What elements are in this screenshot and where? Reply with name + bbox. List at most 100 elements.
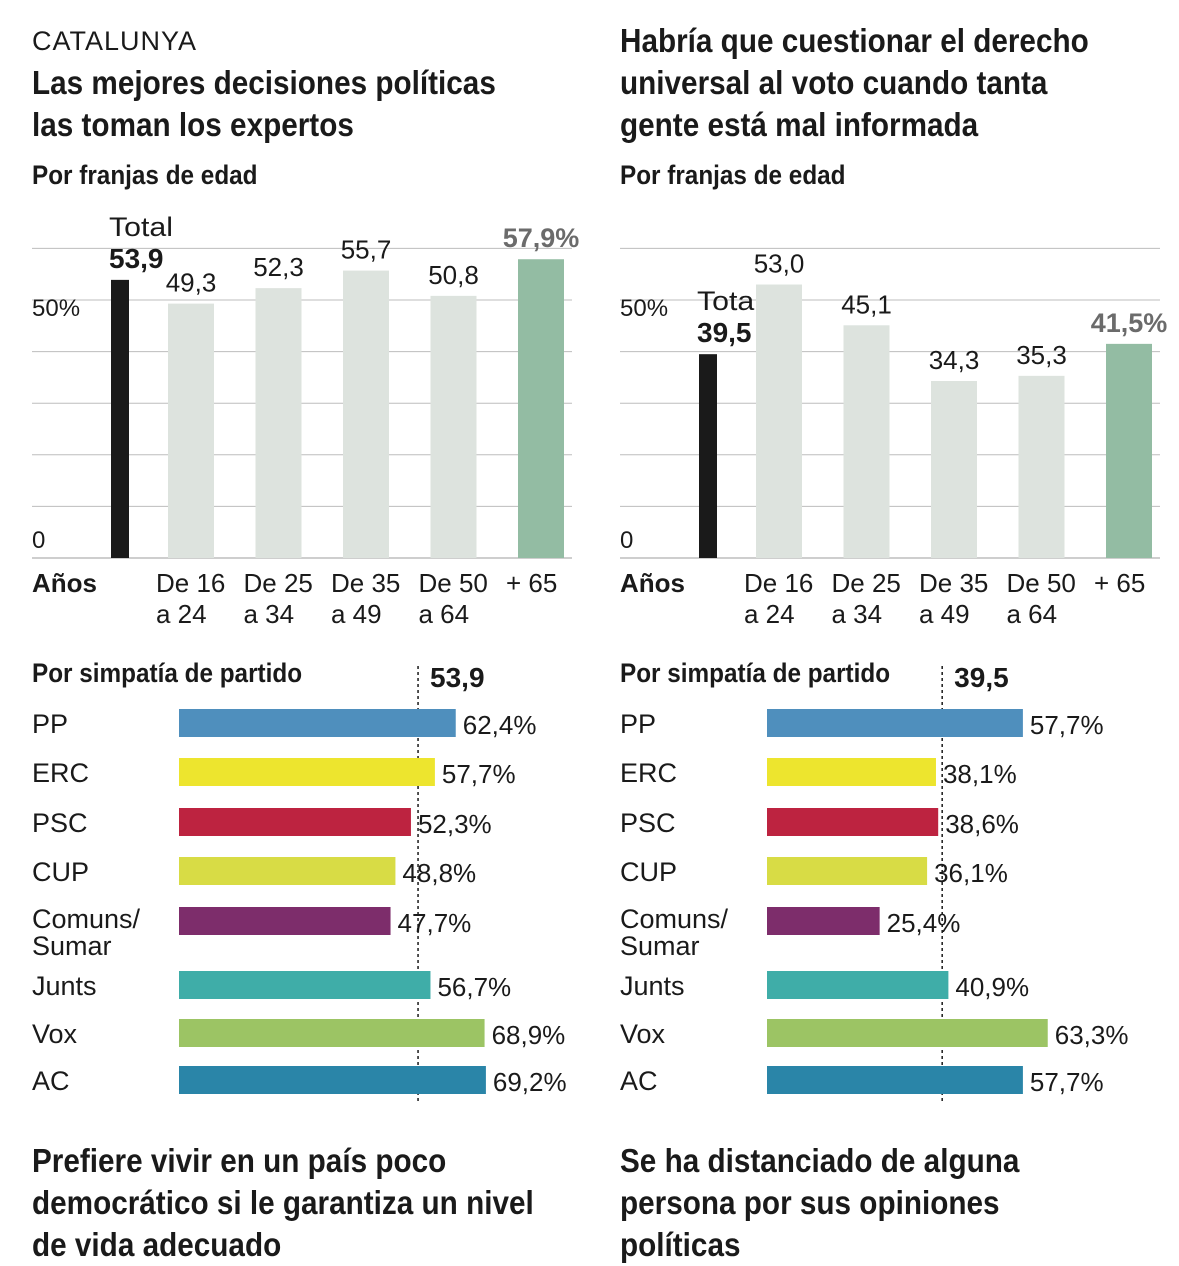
age-bar bbox=[931, 381, 977, 558]
x-tick-label: a 49 bbox=[331, 599, 382, 629]
value-label: 52,3 bbox=[253, 252, 304, 282]
x-tick-label: De 16 bbox=[744, 568, 813, 598]
value-label: 35,3 bbox=[1016, 340, 1067, 370]
reference-label: 39,5 bbox=[954, 662, 1009, 693]
x-tick-label: + 65 bbox=[506, 568, 557, 598]
x-tick-label: a 64 bbox=[1007, 599, 1058, 629]
party-bar bbox=[767, 1066, 1023, 1094]
value-label: 38,6% bbox=[945, 809, 1019, 839]
x-tick-label: De 35 bbox=[331, 568, 400, 598]
next-chart-title: Se ha distanciado de alguna persona por … bbox=[620, 1142, 1020, 1263]
party-bar bbox=[767, 971, 949, 999]
party-label: PP bbox=[620, 709, 656, 739]
x-tick-label: + 65 bbox=[1094, 568, 1145, 598]
age-bar bbox=[168, 303, 214, 558]
kicker: CATALUNYA bbox=[32, 26, 198, 56]
party-label: AC bbox=[620, 1066, 658, 1096]
value-label: 57,9% bbox=[503, 223, 580, 253]
age-bar bbox=[518, 259, 564, 558]
total-label: Total bbox=[109, 212, 173, 242]
party-label: Vox bbox=[620, 1019, 666, 1049]
age-bar bbox=[255, 288, 302, 558]
x-tick-label: De 16 bbox=[156, 568, 225, 598]
total-label: Total bbox=[697, 286, 761, 316]
party-bar bbox=[179, 971, 431, 999]
x-tick-label: a 24 bbox=[744, 599, 795, 629]
x-tick-label: a 49 bbox=[919, 599, 970, 629]
party-bar-chart: 53,9 PP 62,4% ERC 57,7% PSC 52,3% CUP 48,8% Comun… bbox=[32, 662, 567, 1102]
party-subtitle: Por simpatía de partido bbox=[32, 658, 303, 688]
party-label: ERC bbox=[620, 758, 677, 788]
value-label: 62,4% bbox=[463, 710, 537, 740]
x-tick-label: a 64 bbox=[419, 599, 470, 629]
party-bar bbox=[179, 907, 391, 935]
x-tick-label: a 24 bbox=[156, 599, 207, 629]
total-bar bbox=[699, 354, 717, 558]
total-value: 39,5 bbox=[697, 317, 752, 348]
value-label: 52,3% bbox=[418, 809, 492, 839]
party-bar bbox=[179, 758, 435, 786]
party-label: PSC bbox=[620, 808, 676, 838]
party-subtitle: Por simpatía de partido bbox=[620, 658, 891, 688]
party-bar bbox=[179, 808, 411, 836]
x-tick-label: De 25 bbox=[244, 568, 313, 598]
x-axis-label: Años bbox=[32, 568, 97, 598]
value-label: 47,7% bbox=[398, 908, 472, 938]
y-tick-label: 0 bbox=[32, 527, 45, 554]
value-label: 45,1 bbox=[841, 289, 892, 319]
party-bar bbox=[767, 758, 936, 786]
party-bar bbox=[179, 857, 396, 885]
age-bar bbox=[1018, 375, 1065, 558]
party-bar bbox=[179, 1066, 486, 1094]
party-bar bbox=[179, 1019, 485, 1047]
party-label: Sumar bbox=[620, 931, 700, 961]
party-bar bbox=[767, 907, 880, 935]
x-tick-label: De 50 bbox=[1007, 568, 1076, 598]
chart-title: Habría que cuestionar el derecho univers… bbox=[620, 22, 1089, 143]
value-label: 63,3% bbox=[1055, 1020, 1129, 1050]
party-label: PSC bbox=[32, 808, 88, 838]
party-label: AC bbox=[32, 1066, 70, 1096]
party-label: Junts bbox=[620, 971, 685, 1001]
party-label: CUP bbox=[620, 857, 677, 887]
value-label: 53,0 bbox=[754, 249, 805, 279]
value-label: 41,5% bbox=[1091, 308, 1168, 338]
y-tick-label: 50% bbox=[620, 295, 668, 322]
value-label: 57,7% bbox=[442, 759, 516, 789]
age-bar bbox=[430, 295, 477, 558]
age-bar bbox=[756, 284, 802, 558]
value-label: 34,3 bbox=[929, 345, 980, 375]
value-label: 68,9% bbox=[492, 1020, 566, 1050]
age-bar bbox=[843, 325, 890, 558]
value-label: 57,7% bbox=[1030, 710, 1104, 740]
party-label: CUP bbox=[32, 857, 89, 887]
y-tick-label: 0 bbox=[620, 527, 633, 554]
party-label: Sumar bbox=[32, 931, 112, 961]
reference-label: 53,9 bbox=[430, 662, 485, 693]
value-label: 25,4% bbox=[887, 908, 961, 938]
chart-title: Las mejores decisiones políticas las tom… bbox=[32, 64, 496, 143]
x-tick-label: a 34 bbox=[832, 599, 883, 629]
age-bar bbox=[1106, 343, 1152, 558]
panel-left: CATALUNYA Las mejores decisiones polític… bbox=[0, 0, 579, 1263]
party-label: Comuns/ bbox=[32, 904, 141, 934]
value-label: 69,2% bbox=[493, 1067, 567, 1097]
party-label: ERC bbox=[32, 758, 89, 788]
age-subtitle: Por franjas de edad bbox=[32, 160, 258, 190]
age-subtitle: Por franjas de edad bbox=[620, 160, 846, 190]
value-label: 40,9% bbox=[955, 972, 1029, 1002]
x-tick-label: a 34 bbox=[244, 599, 295, 629]
total-value: 53,9 bbox=[109, 243, 164, 274]
party-bar-chart: 39,5 PP 57,7% ERC 38,1% PSC 38,6% CUP 36,1% Comun… bbox=[620, 662, 1129, 1102]
party-label: Comuns/ bbox=[620, 904, 729, 934]
party-bar bbox=[767, 709, 1023, 737]
party-bar bbox=[767, 857, 928, 885]
x-tick-label: De 25 bbox=[832, 568, 901, 598]
value-label: 49,3 bbox=[166, 268, 217, 298]
y-tick-label: 50% bbox=[32, 295, 80, 322]
age-bar bbox=[343, 270, 389, 558]
party-label: PP bbox=[32, 709, 68, 739]
value-label: 38,1% bbox=[943, 759, 1017, 789]
